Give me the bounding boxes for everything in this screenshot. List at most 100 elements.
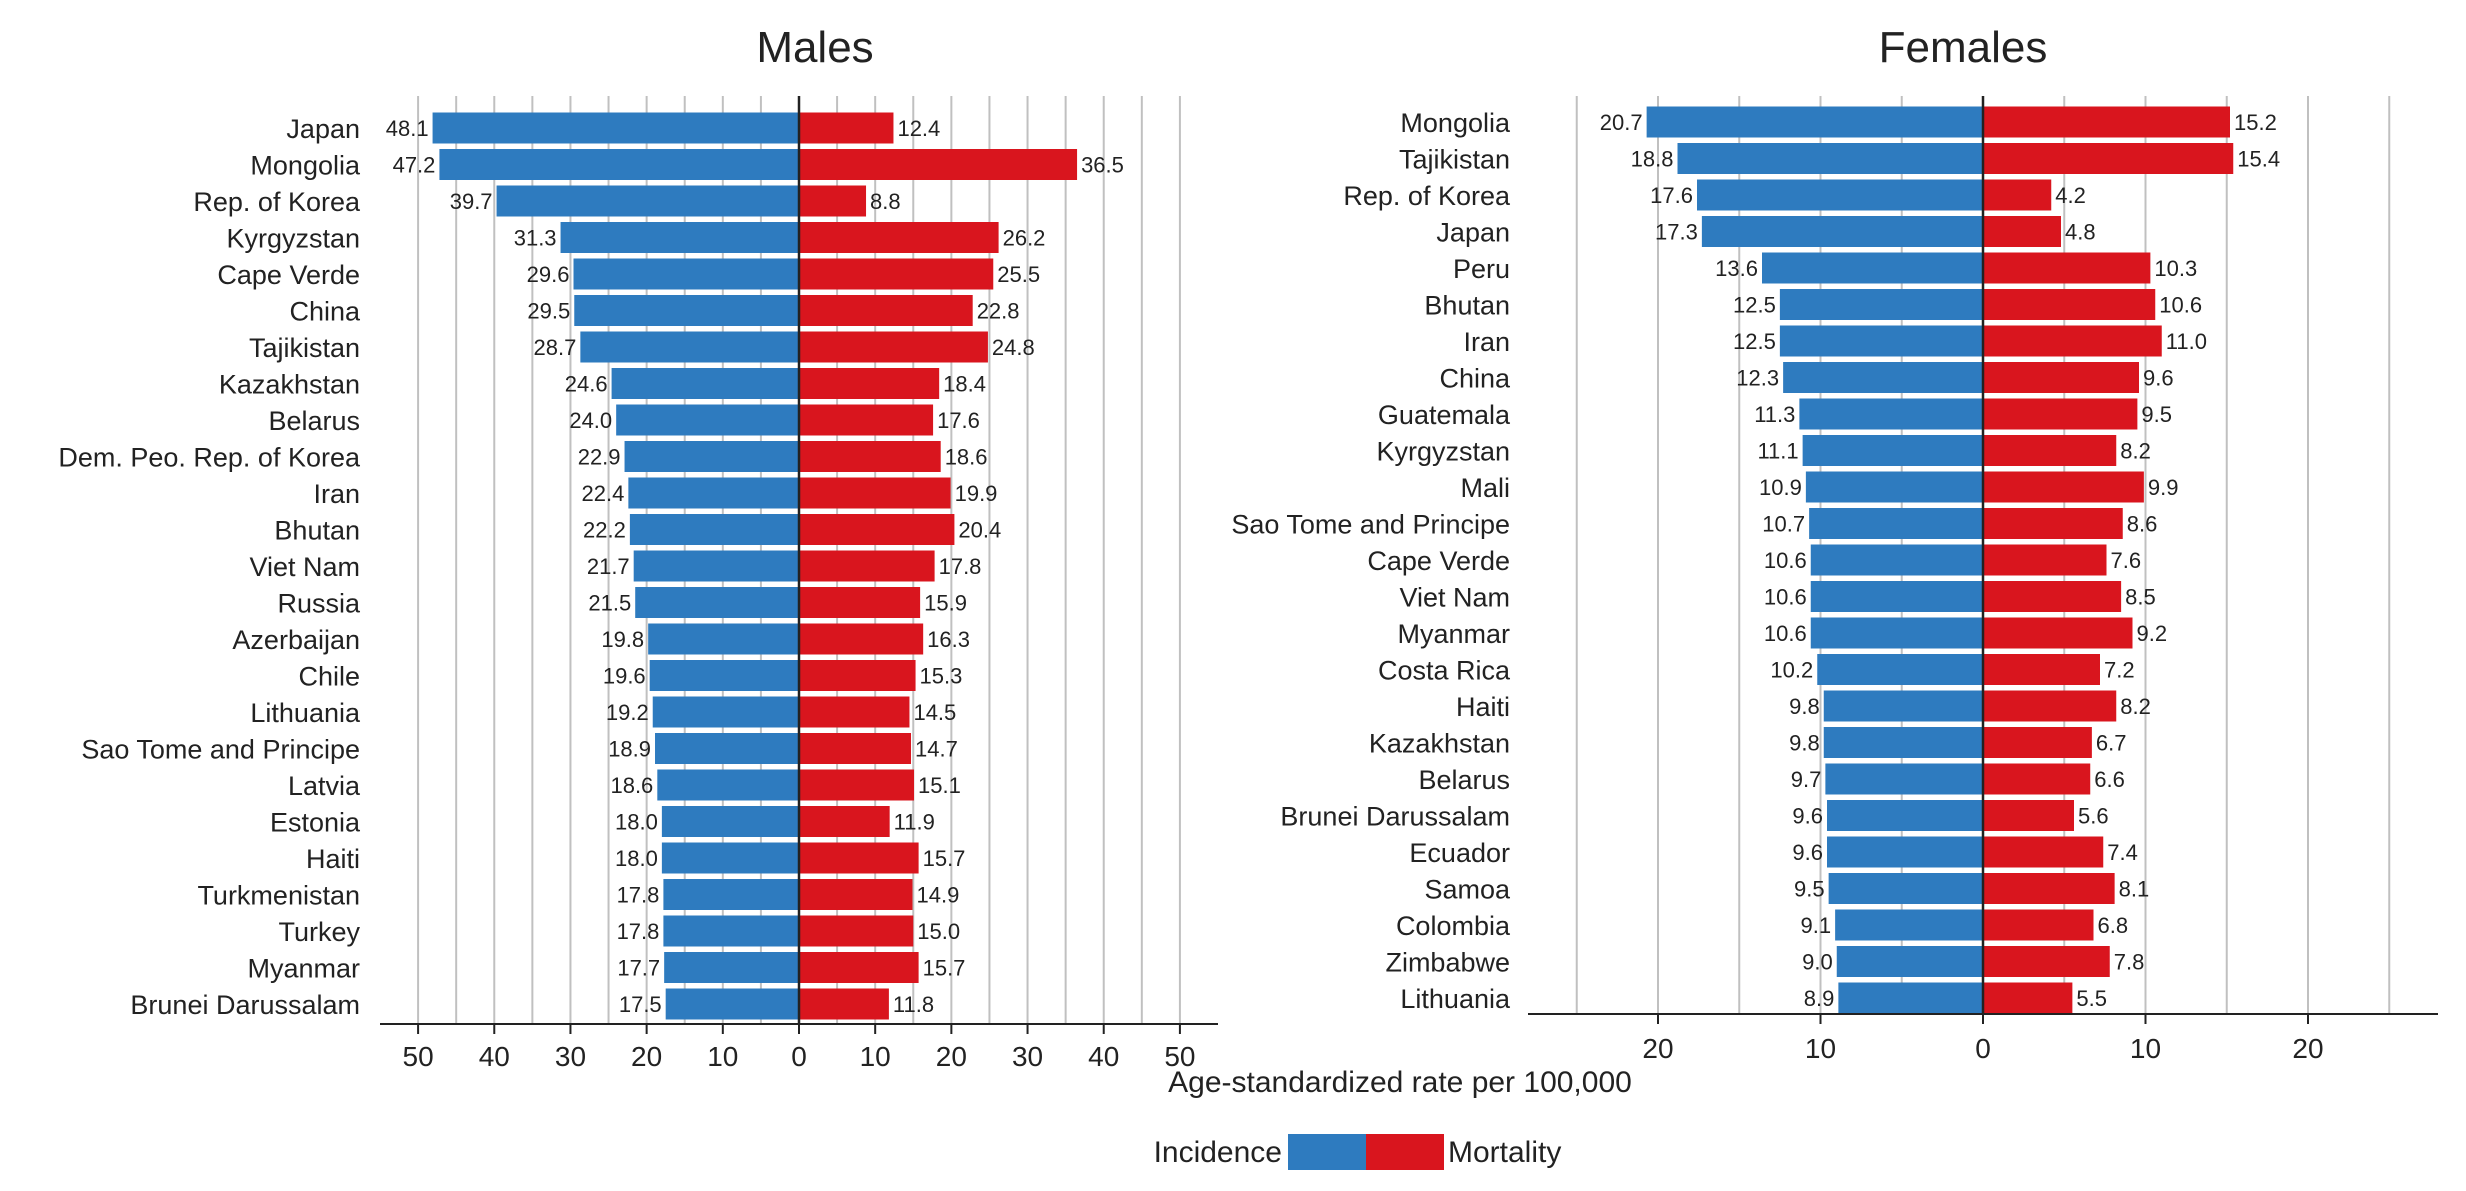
mortality-value-label: 8.2 <box>2120 439 2151 464</box>
incidence-bar <box>1827 800 1983 831</box>
incidence-value-label: 18.6 <box>610 773 653 798</box>
incidence-value-label: 31.3 <box>514 226 557 251</box>
mortality-value-label: 8.5 <box>2125 585 2156 610</box>
incidence-bar <box>1823 690 1983 722</box>
incidence-value-label: 22.2 <box>583 518 626 543</box>
category-label: Tajikistan <box>249 333 360 363</box>
mortality-bar <box>799 660 916 691</box>
mortality-bar <box>799 514 955 545</box>
category-label: Latvia <box>288 771 361 801</box>
incidence-bar <box>1827 836 1983 868</box>
incidence-value-label: 10.6 <box>1764 585 1807 610</box>
mortality-bar <box>1983 544 2107 576</box>
incidence-value-label: 48.1 <box>386 116 429 141</box>
category-label: Russia <box>277 589 361 619</box>
category-label: Mongolia <box>1400 108 1511 138</box>
incidence-bar <box>1810 617 1983 649</box>
incidence-bar <box>1825 763 1983 795</box>
mortality-bar <box>1983 836 2104 868</box>
mortality-bar <box>1983 362 2139 393</box>
mortality-bar <box>1983 471 2144 503</box>
incidence-bar <box>1835 909 1983 941</box>
mortality-value-label: 9.5 <box>2141 402 2172 427</box>
mortality-bar <box>1983 289 2156 320</box>
incidence-value-label: 10.2 <box>1770 658 1813 683</box>
mortality-bar <box>1983 435 2117 466</box>
category-label: Colombia <box>1396 911 1511 941</box>
mortality-value-label: 25.5 <box>997 262 1040 287</box>
incidence-bar <box>1805 471 1983 503</box>
mortality-bar <box>1983 982 2073 1014</box>
mortality-value-label: 9.9 <box>2148 475 2179 500</box>
mortality-bar <box>799 915 914 947</box>
mortality-bar <box>799 149 1078 180</box>
category-label: Guatemala <box>1378 400 1511 430</box>
category-label: Kazakhstan <box>1369 729 1510 759</box>
incidence-value-label: 9.8 <box>1789 731 1820 756</box>
category-label: China <box>1439 364 1511 394</box>
mortality-value-label: 18.6 <box>945 445 988 470</box>
incidence-bar <box>1762 252 1983 284</box>
mortality-bar <box>1983 909 2094 941</box>
incidence-bar <box>1783 362 1983 393</box>
mortality-bar <box>1983 508 2123 539</box>
legend-incidence-label: Incidence <box>1154 1136 1282 1169</box>
mortality-value-label: 22.8 <box>977 299 1020 324</box>
x-tick-label: 30 <box>555 1041 586 1072</box>
incidence-value-label: 10.6 <box>1764 621 1807 646</box>
mortality-value-label: 8.2 <box>2120 694 2151 719</box>
incidence-bar <box>496 185 799 217</box>
mortality-value-label: 15.3 <box>920 664 963 689</box>
x-tick-label: 0 <box>1975 1033 1991 1064</box>
mortality-value-label: 9.2 <box>2137 621 2168 646</box>
category-label: Ecuador <box>1409 838 1510 868</box>
incidence-value-label: 18.8 <box>1631 147 1674 172</box>
mortality-value-label: 6.7 <box>2096 731 2127 756</box>
incidence-bar <box>1802 435 1983 466</box>
incidence-bar <box>664 952 799 983</box>
x-tick-label: 10 <box>707 1041 738 1072</box>
category-label: Belarus <box>1418 765 1510 795</box>
incidence-bar <box>648 623 799 655</box>
mortality-value-label: 8.6 <box>2127 512 2158 537</box>
x-tick-label: 10 <box>860 1041 891 1072</box>
incidence-bar <box>1809 508 1983 539</box>
incidence-value-label: 9.8 <box>1789 694 1820 719</box>
category-label: Rep. of Korea <box>193 187 361 217</box>
mortality-bar <box>1983 873 2115 904</box>
incidence-bar <box>1697 179 1983 211</box>
mortality-value-label: 11.8 <box>893 992 934 1017</box>
category-label: Brunei Darussalam <box>130 990 360 1020</box>
mortality-bar <box>1983 763 2091 795</box>
mortality-value-label: 16.3 <box>927 627 970 652</box>
incidence-bar <box>574 295 799 326</box>
category-label: Cape Verde <box>217 260 360 290</box>
mortality-bar <box>799 769 915 801</box>
mortality-value-label: 15.7 <box>923 956 966 981</box>
incidence-value-label: 20.7 <box>1600 110 1643 135</box>
category-label: Peru <box>1453 254 1510 284</box>
category-label: Tajikistan <box>1399 145 1510 175</box>
mortality-value-label: 20.4 <box>958 518 1001 543</box>
incidence-bar <box>616 404 799 436</box>
mortality-value-label: 15.2 <box>2234 110 2277 135</box>
category-label: Cape Verde <box>1367 546 1510 576</box>
incidence-bar <box>655 733 799 764</box>
mortality-value-label: 36.5 <box>1081 153 1124 178</box>
incidence-bar <box>1836 946 1983 977</box>
category-label: Myanmar <box>247 954 360 984</box>
incidence-value-label: 17.6 <box>1650 183 1693 208</box>
incidence-value-label: 8.9 <box>1804 986 1835 1011</box>
category-label: Viet Nam <box>249 552 360 582</box>
mortality-bar <box>1983 727 2092 758</box>
incidence-bar <box>649 660 799 691</box>
mortality-value-label: 9.6 <box>2143 366 2174 391</box>
incidence-bar <box>560 222 799 253</box>
incidence-value-label: 19.2 <box>606 700 649 725</box>
mortality-bar <box>1983 398 2138 430</box>
mortality-value-label: 15.0 <box>917 919 960 944</box>
x-tick-label: 50 <box>1164 1041 1195 1072</box>
incidence-bar <box>629 514 799 545</box>
incidence-value-label: 12.3 <box>1736 366 1779 391</box>
